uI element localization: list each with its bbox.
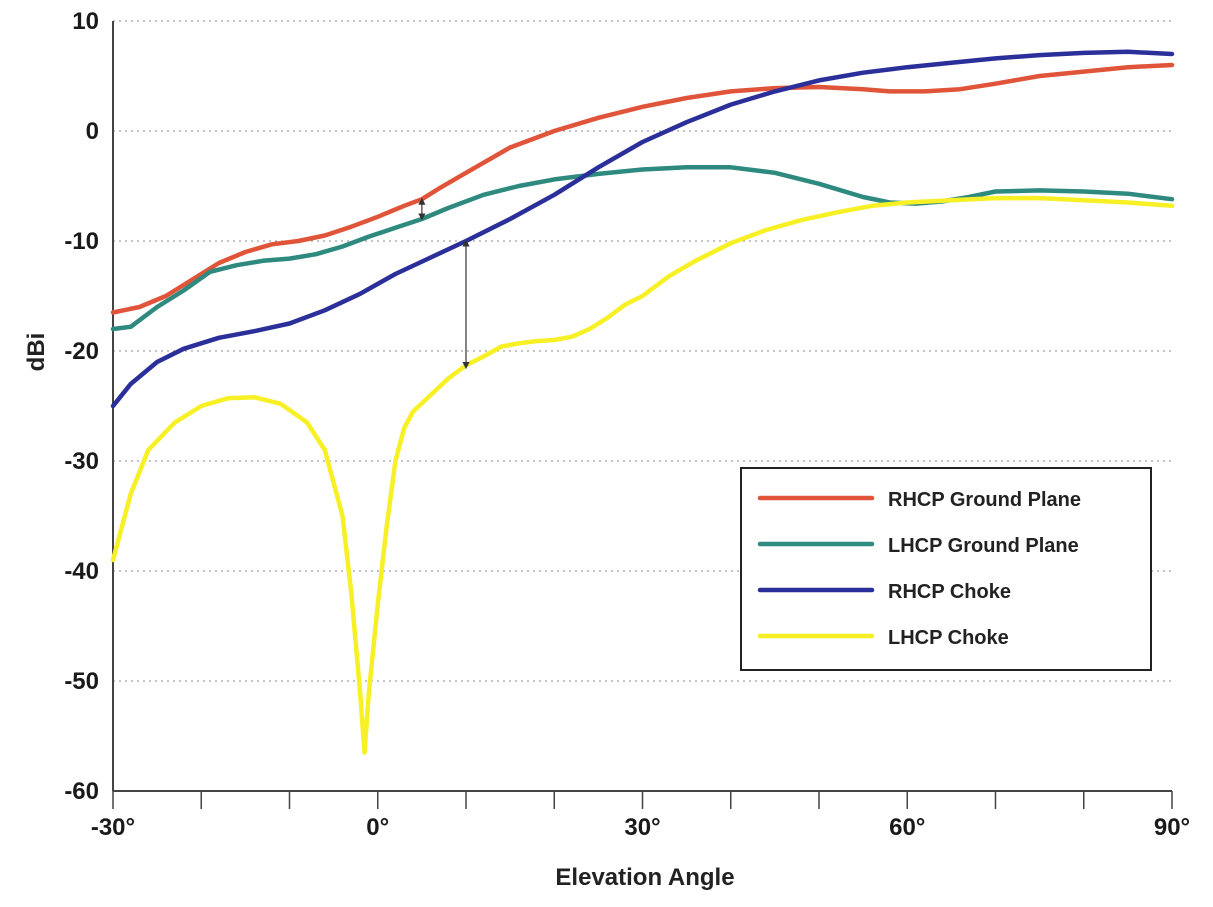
y-axis-title: dBi <box>23 333 50 372</box>
legend-label: RHCP Ground Plane <box>888 489 1081 511</box>
legend-label: RHCP Choke <box>888 581 1011 603</box>
y-tick-label: -60 <box>64 778 99 805</box>
x-tick-label: 60° <box>889 814 925 841</box>
x-tick-label: -30° <box>91 814 135 841</box>
series-line <box>110 195 1175 755</box>
y-tick-label: 10 <box>72 8 99 35</box>
y-tick-label: -50 <box>64 668 99 695</box>
x-tick-label: 90° <box>1154 814 1190 841</box>
y-tick-label: 0 <box>86 118 99 145</box>
annotations <box>418 197 470 370</box>
x-tick-label: 30° <box>624 814 660 841</box>
x-axis-title: Elevation Angle <box>555 864 734 891</box>
plot-area <box>110 49 1175 755</box>
y-tick-label: -20 <box>64 338 99 365</box>
series-line <box>110 49 1175 409</box>
x-tick-label: 0° <box>366 814 389 841</box>
y-tick-label: -40 <box>64 558 99 585</box>
y-tick-label: -10 <box>64 228 99 255</box>
axes <box>112 21 1173 809</box>
y-tick-label: -30 <box>64 448 99 475</box>
tick-labels: 10 0 -10 -20 -30 -40 -50 -60 -30° 0° 30° 60° 90° <box>64 8 1190 841</box>
legend-label: LHCP Ground Plane <box>888 535 1079 557</box>
legend: RHCP Ground Plane LHCP Ground Plane RHCP C… <box>740 467 1152 671</box>
series-line <box>110 165 1175 332</box>
legend-label: LHCP Choke <box>888 627 1009 649</box>
series-line <box>110 62 1175 315</box>
